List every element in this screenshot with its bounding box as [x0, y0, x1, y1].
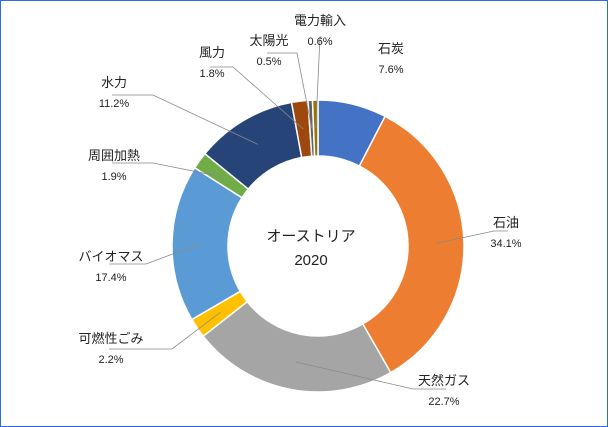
value-label-3: 22.7% — [428, 396, 459, 408]
leader-line-4 — [109, 312, 221, 350]
slice-2 — [358, 115, 465, 374]
category-label-9: 太陽光 — [249, 33, 288, 48]
leader-line-5 — [109, 243, 201, 265]
leader-lines — [109, 36, 508, 390]
category-label-8: 風力 — [199, 45, 225, 60]
category-label-2: 石油 — [493, 215, 519, 230]
leader-line-10 — [315, 36, 322, 129]
category-label-1: 石炭 — [378, 41, 404, 56]
leader-line-3 — [295, 361, 446, 390]
data-labels: 石炭 7.6% 石油 34.1% 天然ガス 22.7% 可燃性ごみ 2.2% バイオマス 17.4… — [78, 13, 521, 408]
leader-line-7 — [112, 94, 259, 145]
leader-line-9 — [267, 52, 313, 129]
value-label-10: 0.6% — [307, 36, 332, 48]
category-label-7: 水力 — [101, 75, 127, 90]
value-label-5: 17.4% — [95, 272, 126, 284]
chart-title: オーストリア — [266, 228, 355, 245]
chart-subtitle: 2020 — [294, 252, 327, 269]
leader-line-2 — [435, 230, 508, 244]
value-label-7: 11.2% — [99, 98, 130, 110]
leader-line-6 — [112, 162, 223, 178]
slice-3 — [202, 300, 392, 393]
category-label-6: 周囲加熱 — [88, 148, 140, 163]
category-label-10: 電力輸入 — [294, 13, 346, 28]
category-label-4: 可燃性ごみ — [78, 331, 143, 346]
category-label-5: バイオマス — [78, 249, 143, 264]
leader-line-8 — [210, 66, 304, 130]
value-label-4: 2.2% — [98, 354, 123, 366]
donut-slices — [171, 99, 465, 393]
value-label-6: 1.9% — [101, 171, 126, 183]
value-label-1: 7.6% — [378, 64, 403, 76]
value-label-2: 34.1% — [490, 238, 521, 250]
value-label-8: 1.8% — [199, 68, 224, 80]
value-label-9: 0.5% — [256, 56, 281, 68]
category-label-3: 天然ガス — [418, 373, 470, 388]
